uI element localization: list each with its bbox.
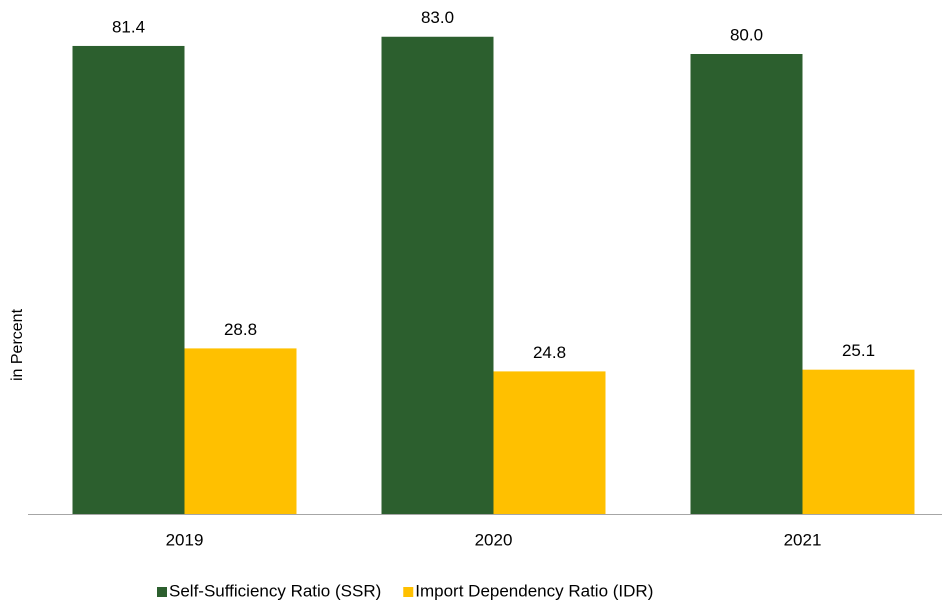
legend-label: Self-Sufficiency Ratio (SSR) <box>169 581 381 600</box>
value-label: 80.0 <box>730 25 763 44</box>
legend-label: Import Dependency Ratio (IDR) <box>415 581 653 600</box>
bar <box>184 348 297 514</box>
legend-swatch <box>157 587 167 597</box>
bar <box>72 45 185 514</box>
bar <box>381 36 494 514</box>
value-label: 28.8 <box>224 320 257 339</box>
x-tick-label: 2020 <box>475 530 513 549</box>
bar <box>493 371 606 514</box>
value-label: 25.1 <box>842 341 875 360</box>
legend-swatch <box>403 587 414 597</box>
bar <box>802 369 915 514</box>
value-label: 24.8 <box>533 343 566 362</box>
x-tick-label: 2019 <box>166 530 204 549</box>
x-tick-label: 2021 <box>784 530 822 549</box>
value-label: 83.0 <box>421 8 454 27</box>
bar <box>690 54 803 514</box>
y-axis-label: in Percent <box>9 308 26 381</box>
value-label: 81.4 <box>112 17 145 36</box>
